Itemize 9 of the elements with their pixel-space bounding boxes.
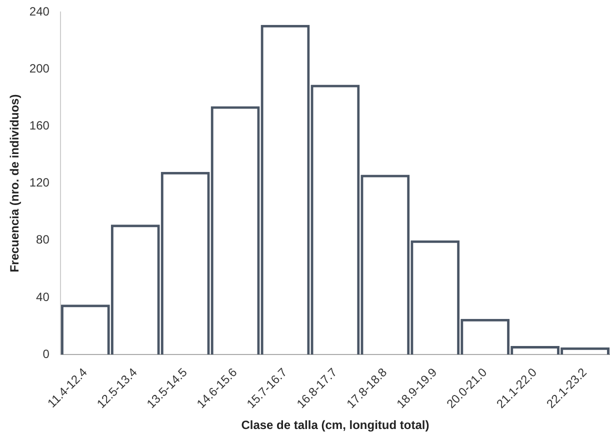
y-tick-label: 120 bbox=[29, 176, 50, 190]
y-tick-label: 80 bbox=[36, 232, 50, 247]
y-tick-label: 0 bbox=[42, 346, 50, 361]
y-tick-label: 40 bbox=[36, 290, 50, 304]
x-axis-title: Clase de talla (cm, longitud total) bbox=[241, 418, 430, 432]
y-tick-label: 240 bbox=[29, 4, 50, 18]
y-tick-label: 200 bbox=[29, 61, 50, 76]
y-axis-title: Frecuencia (nro. de individuos) bbox=[8, 94, 22, 272]
y-tick-label: 160 bbox=[29, 118, 50, 132]
